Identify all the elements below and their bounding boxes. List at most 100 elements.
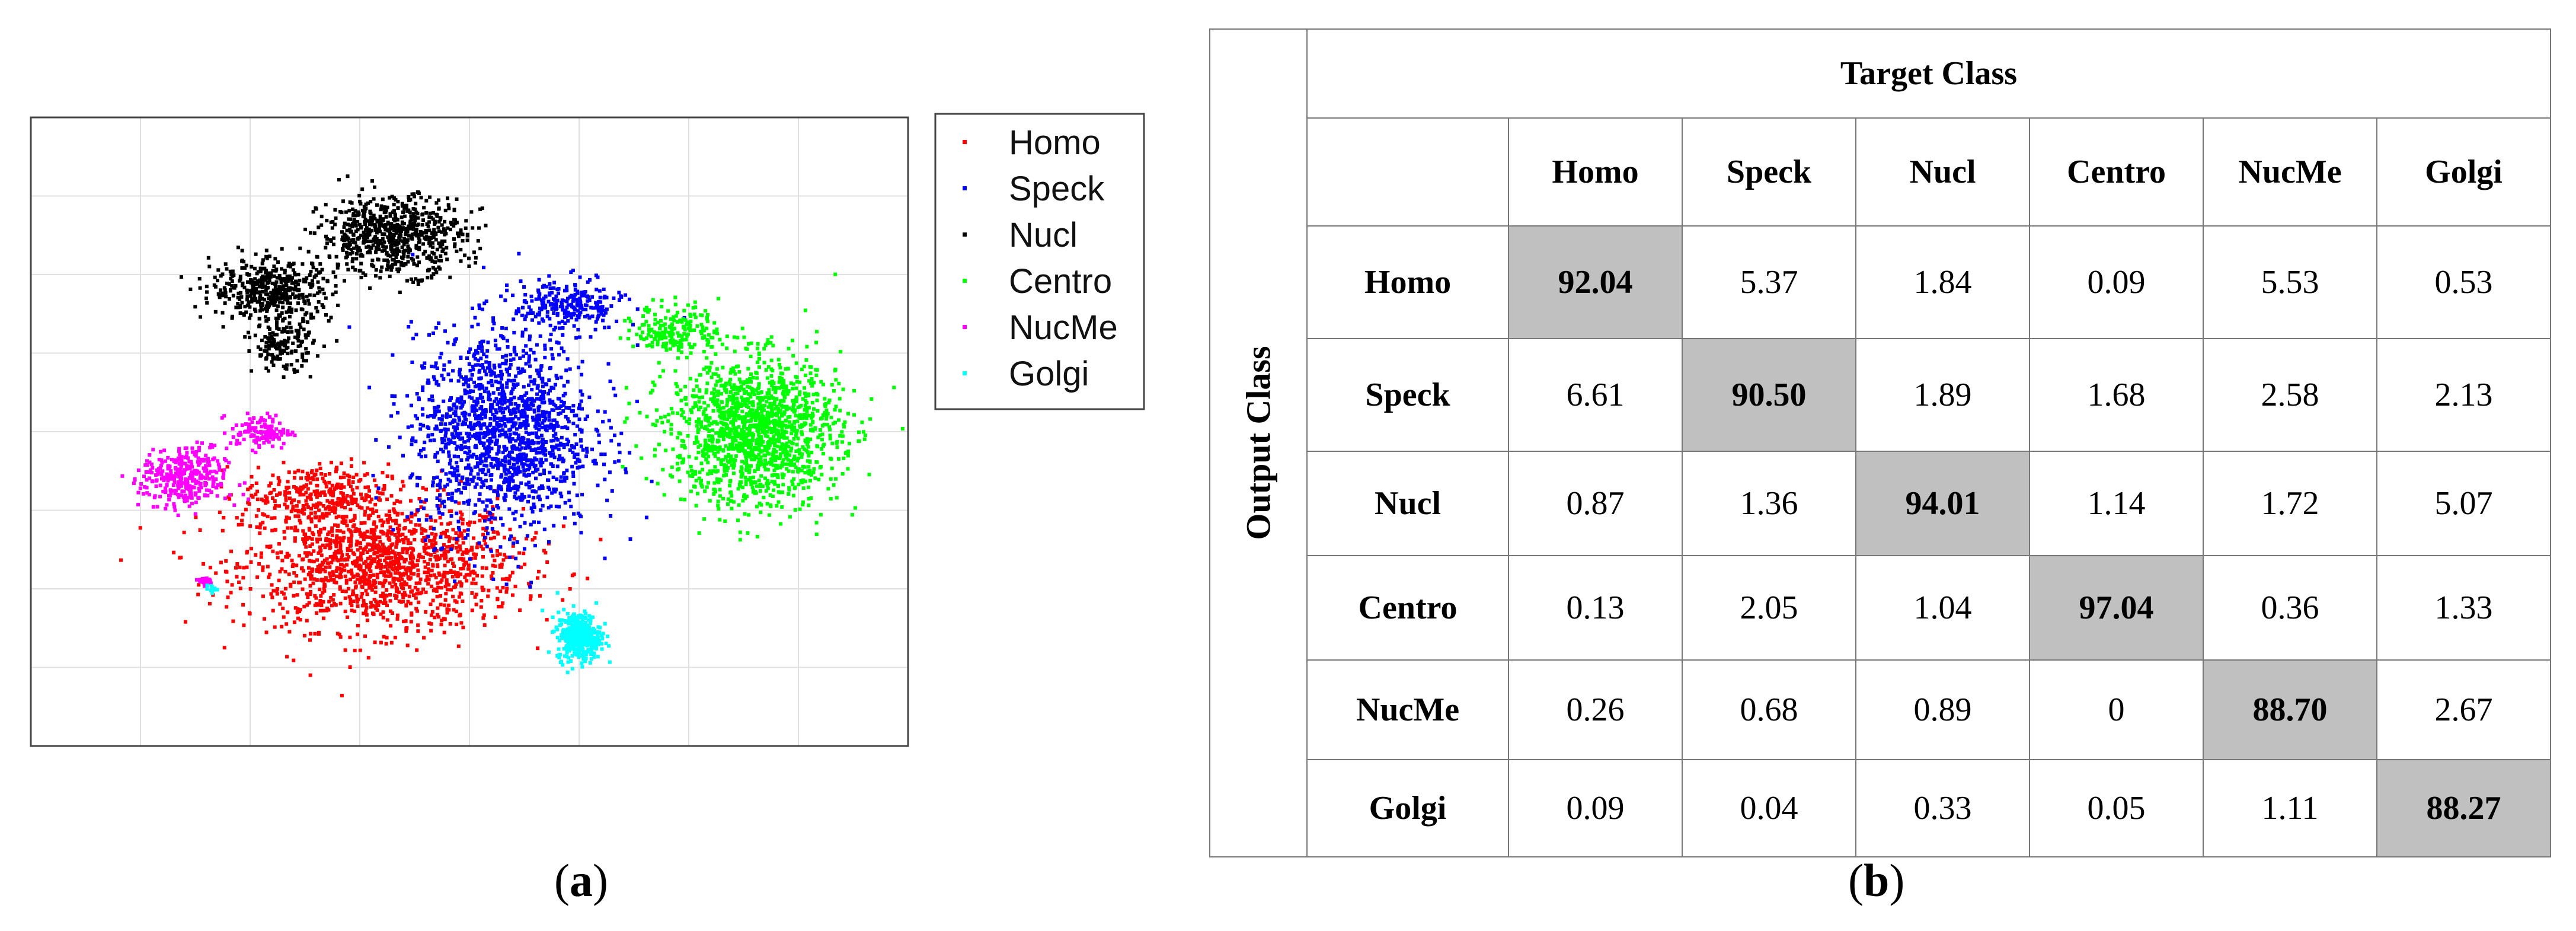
scatter-point — [430, 394, 434, 398]
scatter-point — [289, 301, 292, 305]
scatter-point — [563, 500, 567, 505]
scatter-point — [390, 242, 394, 246]
scatter-point — [484, 566, 488, 570]
scatter-point — [408, 585, 412, 589]
scatter-point — [196, 592, 200, 597]
scatter-point — [459, 356, 463, 360]
scatter-point — [498, 409, 502, 413]
scatter-point — [391, 211, 395, 215]
scatter-point — [351, 207, 354, 211]
scatter-point — [540, 317, 544, 321]
scatter-point — [497, 406, 501, 410]
scatter-point — [557, 291, 560, 295]
scatter-point — [498, 401, 501, 405]
scatter-point — [270, 281, 274, 285]
scatter-point — [681, 410, 685, 414]
scatter-point — [584, 294, 589, 298]
scatter-point — [617, 291, 621, 295]
scatter-point — [323, 473, 327, 477]
scatter-point — [459, 375, 463, 379]
scatter-point — [383, 597, 386, 601]
scatter-point — [353, 213, 357, 218]
scatter-point — [280, 330, 285, 334]
scatter-point — [345, 262, 349, 266]
scatter-point — [429, 515, 433, 519]
scatter-point — [536, 385, 540, 389]
scatter-point — [445, 545, 449, 549]
scatter-point — [628, 451, 632, 455]
scatter-point — [502, 445, 506, 449]
scatter-point — [397, 233, 401, 237]
scatter-point — [483, 508, 487, 512]
scatter-point — [590, 295, 595, 299]
scatter-point — [500, 565, 504, 569]
scatter-point — [309, 316, 313, 320]
scatter-point — [378, 229, 382, 234]
scatter-point — [385, 267, 389, 272]
scatter-point — [455, 249, 459, 253]
scatter-point — [546, 506, 551, 510]
scatter-point — [517, 396, 521, 400]
scatter-point — [439, 259, 443, 263]
scatter-point — [477, 226, 481, 230]
scatter-point — [565, 380, 570, 384]
scatter-point — [437, 206, 441, 211]
scatter-point — [567, 420, 571, 423]
scatter-point — [479, 605, 483, 609]
scatter-point — [347, 537, 351, 541]
scatter-point — [360, 585, 365, 589]
scatter-point — [596, 483, 600, 487]
scatter-point — [587, 396, 592, 400]
scatter-point — [288, 310, 292, 314]
scatter-point — [459, 406, 463, 410]
scatter-point — [562, 384, 566, 388]
scatter-point — [436, 581, 440, 585]
scatter-point — [418, 422, 423, 426]
scatter-point — [405, 547, 410, 551]
scatter-point — [453, 221, 457, 225]
scatter-point — [465, 551, 469, 555]
scatter-point — [277, 483, 281, 486]
scatter-point — [503, 460, 507, 464]
scatter-point — [526, 311, 530, 315]
scatter-point — [429, 518, 433, 522]
scatter-point — [426, 381, 430, 385]
scatter-point — [473, 510, 477, 514]
scatter-point — [505, 288, 509, 292]
scatter-point — [231, 619, 235, 623]
scatter-point — [447, 583, 451, 587]
scatter-point — [444, 592, 448, 596]
scatter-point — [473, 357, 477, 361]
scatter-point — [225, 465, 229, 469]
scatter-point — [514, 383, 518, 387]
scatter-point — [464, 445, 468, 449]
scatter-point — [331, 558, 335, 562]
scatter-point — [267, 347, 271, 350]
scatter-point — [524, 455, 528, 459]
scatter-point — [598, 295, 602, 299]
scatter-point — [467, 362, 471, 366]
scatter-point — [257, 508, 261, 512]
scatter-point — [395, 539, 399, 543]
scatter-point — [416, 588, 420, 592]
scatter-point — [820, 432, 824, 436]
scatter-point — [285, 622, 289, 626]
scatter-point — [486, 340, 490, 345]
scatter-point — [438, 556, 442, 560]
scatter-point — [522, 495, 526, 499]
scatter-point — [500, 473, 504, 477]
scatter-point — [472, 536, 476, 540]
scatter-point — [349, 217, 353, 221]
scatter-point — [296, 272, 301, 276]
scatter-point — [411, 436, 415, 440]
scatter-point — [409, 277, 413, 281]
scatter-point — [558, 305, 562, 308]
scatter-point — [609, 426, 613, 430]
scatter-point — [325, 543, 329, 547]
scatter-point — [557, 353, 561, 357]
scatter-point — [508, 409, 512, 413]
scatter-point — [486, 439, 490, 443]
scatter-point — [301, 529, 305, 533]
scatter-point — [399, 487, 403, 492]
scatter-point — [768, 443, 772, 447]
